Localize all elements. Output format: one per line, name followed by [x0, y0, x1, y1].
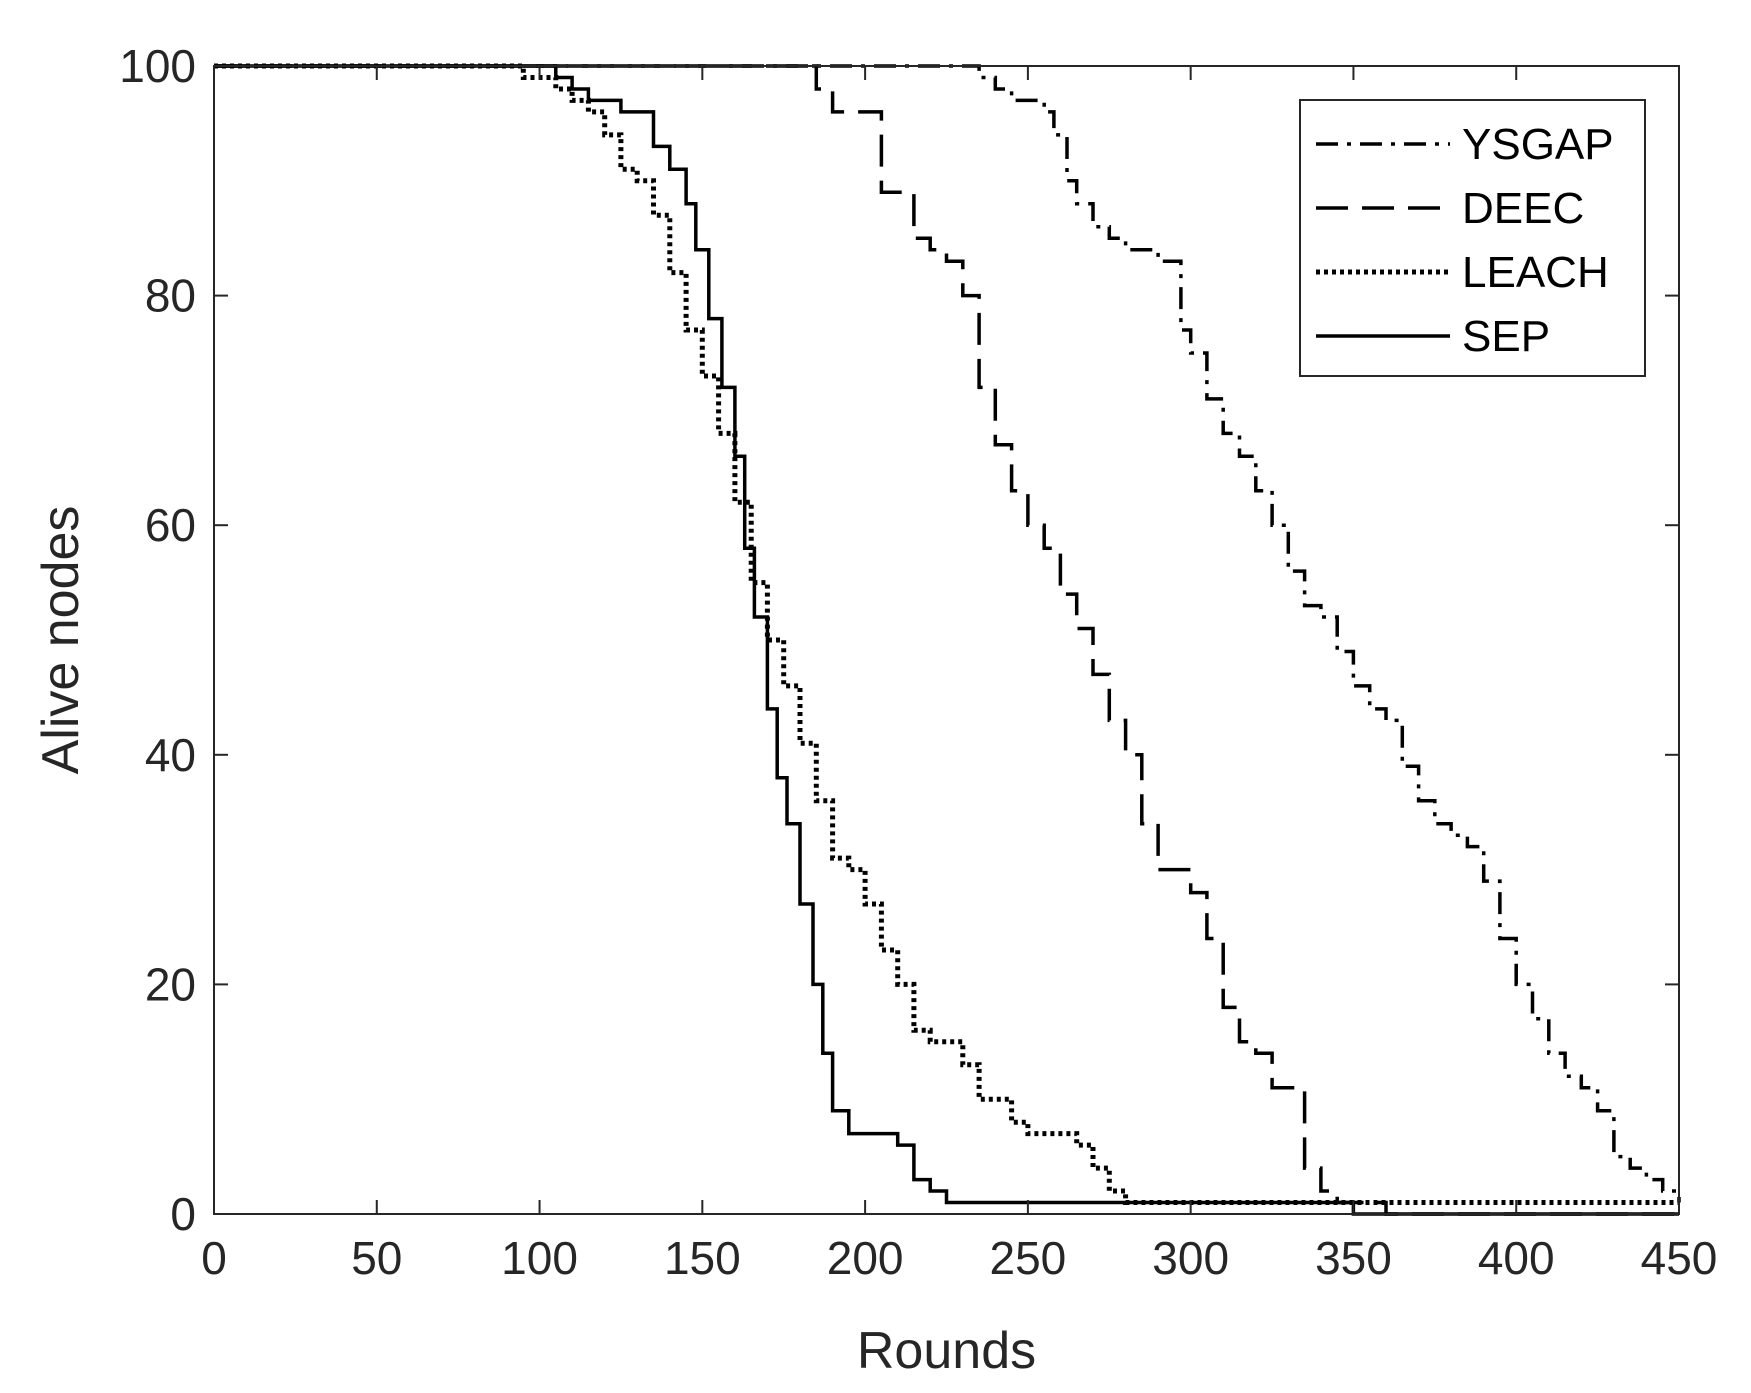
- legend-label-deec: DEEC: [1462, 184, 1584, 233]
- x-tick-label: 150: [664, 1232, 741, 1284]
- x-tick-label: 350: [1315, 1232, 1392, 1284]
- x-axis-label: Rounds: [857, 1322, 1036, 1380]
- plot-frame: [213, 65, 1680, 1215]
- y-tick-label: 20: [145, 958, 196, 1010]
- y-axis-label: Alive nodes: [32, 506, 90, 775]
- x-tick-label: 200: [827, 1232, 904, 1284]
- x-tick-label: 400: [1478, 1232, 1555, 1284]
- legend: YSGAP DEEC LEACH SEP: [1299, 99, 1646, 377]
- legend-box: [1299, 99, 1646, 377]
- legend-label-ysgap: YSGAP: [1462, 120, 1614, 169]
- x-tick-label: 0: [201, 1232, 227, 1284]
- series-line-ysgap: [214, 64, 1681, 1203]
- series-line-deec: [214, 64, 1679, 1216]
- y-tick-label: 40: [145, 729, 196, 781]
- x-tick-label: 100: [501, 1232, 578, 1284]
- x-tick-label: 450: [1641, 1232, 1718, 1284]
- series-line-sep: [214, 64, 1679, 1216]
- legend-label-sep: SEP: [1462, 312, 1550, 361]
- y-tick-label: 60: [145, 499, 196, 551]
- series-line-leach: [214, 63, 1679, 1205]
- y-tick-label: 100: [119, 40, 196, 92]
- legend-label-leach: LEACH: [1462, 248, 1609, 297]
- series-lines: [214, 63, 1681, 1216]
- y-tick-label: 0: [170, 1188, 196, 1240]
- x-tick-label: 50: [351, 1232, 402, 1284]
- y-tick-label: 80: [145, 270, 196, 322]
- axis-ticks: 0 50 100 150 200 250 300 350 400 450 0 20 40 60 80 100: [119, 40, 1717, 1284]
- x-tick-label: 300: [1152, 1232, 1229, 1284]
- x-tick-label: 250: [990, 1232, 1067, 1284]
